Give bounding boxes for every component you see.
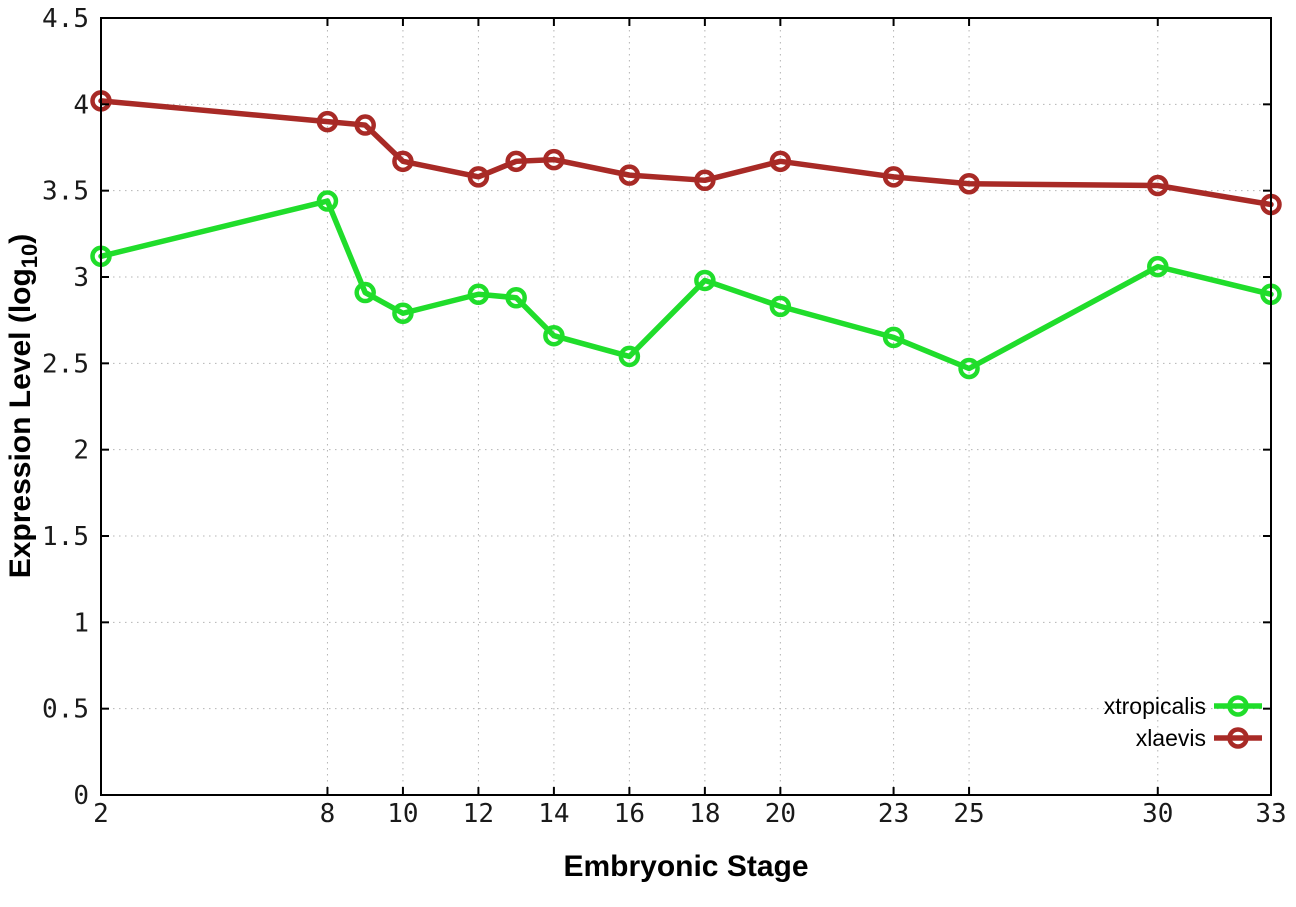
- y-tick-label: 0.5: [42, 695, 89, 725]
- data-point-xtropicalis: [505, 286, 527, 309]
- data-point-xlaevis: [882, 166, 905, 188]
- y-axis-title-main: Expression Level (log: [4, 268, 37, 578]
- legend-entry-xtropicalis: xtropicalis: [1104, 693, 1262, 719]
- data-point-xtropicalis: [882, 326, 905, 349]
- y-tick-label: 2.5: [42, 349, 89, 379]
- data-point-xlaevis: [354, 114, 376, 136]
- x-tick-label: 12: [463, 799, 494, 829]
- series-group: [90, 90, 1282, 380]
- series-line-xlaevis: [98, 98, 1274, 208]
- x-tick-label: 18: [689, 799, 720, 829]
- data-point-xtropicalis: [618, 345, 641, 368]
- x-tick-label: 30: [1142, 799, 1173, 829]
- y-axis-title: Expression Level (log10): [4, 234, 42, 579]
- data-point-xtropicalis: [392, 302, 414, 325]
- data-point-xlaevis: [467, 166, 490, 188]
- data-point-xtropicalis: [958, 357, 980, 380]
- data-point-xtropicalis: [467, 283, 490, 306]
- x-axis-title: Embryonic Stage: [563, 850, 808, 883]
- legend-marker-xlaevis: [1227, 727, 1249, 749]
- data-point-xlaevis: [316, 110, 339, 133]
- data-point-xlaevis: [618, 164, 641, 186]
- x-tick-label: 16: [614, 799, 645, 829]
- gridlines: [100, 17, 1272, 796]
- data-point-xlaevis: [392, 150, 414, 173]
- legend-marker-xtropicalis: [1227, 695, 1249, 717]
- y-tick-label: 1.5: [42, 522, 89, 552]
- data-point-xlaevis: [1147, 174, 1169, 197]
- series-xlaevis: [90, 90, 1282, 216]
- y-axis-title-subscript: 10: [17, 244, 42, 268]
- series-line-xtropicalis: [98, 198, 1274, 372]
- data-point-xlaevis: [958, 173, 980, 195]
- series-xtropicalis: [90, 190, 1282, 380]
- data-point-xtropicalis: [694, 269, 716, 292]
- data-point-xlaevis: [505, 150, 527, 173]
- y-axis-title-close: ): [4, 234, 37, 244]
- axis-ticks: [100, 17, 1272, 796]
- x-tick-label: 23: [878, 799, 909, 829]
- y-tick-label: 4: [73, 90, 89, 120]
- y-tick-label: 2: [73, 436, 89, 466]
- legend-entry-xlaevis: xlaevis: [1136, 725, 1262, 751]
- y-tick-label: 1: [73, 608, 89, 638]
- data-point-xtropicalis: [354, 281, 376, 304]
- y-tick-labels: 0 0.5 1 1.5 2 2.5 3 3.5 4 4.5: [42, 4, 89, 811]
- data-point-xlaevis: [769, 150, 792, 173]
- data-point-xtropicalis: [1147, 255, 1169, 278]
- x-tick-label: 33: [1255, 799, 1286, 829]
- x-tick-label: 10: [387, 799, 418, 829]
- x-tick-label: 25: [953, 799, 984, 829]
- legend-label-xtropicalis: xtropicalis: [1104, 693, 1206, 719]
- x-tick-label: 14: [538, 799, 569, 829]
- data-point-xtropicalis: [769, 295, 792, 318]
- y-tick-label: 4.5: [42, 4, 89, 34]
- x-tick-label: 8: [320, 799, 336, 829]
- x-tick-labels: 2 8 10 12 14 16 18 20 23 25 30 33: [93, 799, 1286, 829]
- plot-border: [100, 17, 1272, 796]
- x-tick-label: 20: [765, 799, 796, 829]
- y-tick-label: 3: [73, 263, 89, 293]
- data-point-xlaevis: [543, 148, 565, 171]
- y-tick-label: 0: [73, 781, 89, 811]
- legend: xtropicalis xlaevis: [1104, 693, 1262, 751]
- x-tick-label: 2: [93, 799, 109, 829]
- legend-label-xlaevis: xlaevis: [1136, 725, 1206, 751]
- y-tick-label: 3.5: [42, 177, 89, 207]
- data-point-xlaevis: [694, 169, 716, 192]
- data-point-xtropicalis: [543, 324, 565, 347]
- data-point-xtropicalis: [316, 190, 339, 212]
